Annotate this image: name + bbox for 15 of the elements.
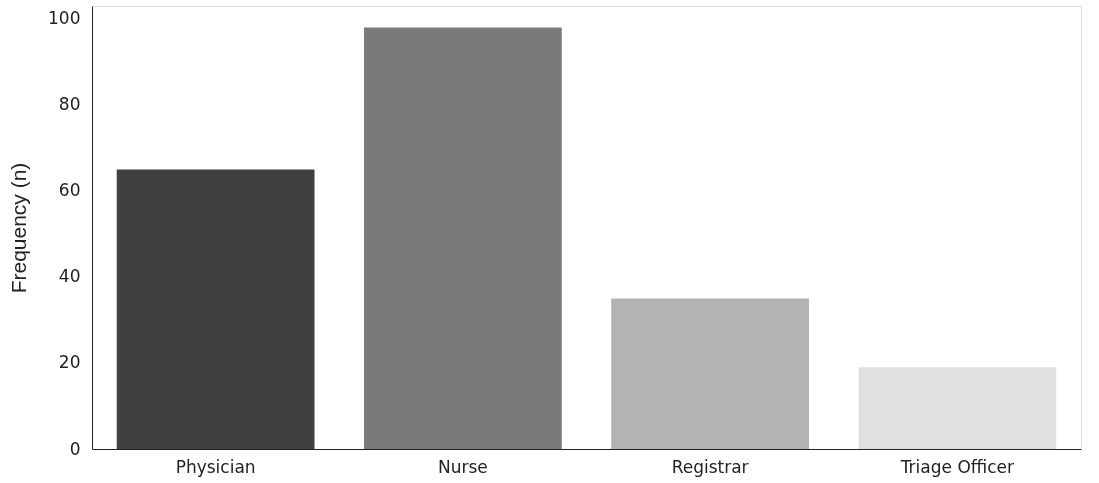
y-tick-label: 100 [48, 8, 81, 29]
x-tick-label: Registrar [671, 456, 749, 477]
y-tick-label: 40 [58, 266, 81, 287]
x-tick-label: Triage Officer [899, 456, 1015, 477]
bar [116, 169, 315, 449]
bar [858, 367, 1057, 449]
y-axis-title: Frequency (n) [7, 162, 31, 294]
x-tick-label: Physician [175, 456, 256, 477]
bar [611, 298, 810, 449]
y-tick-label: 80 [58, 94, 81, 115]
bar [363, 27, 562, 449]
y-tick-label: 0 [69, 438, 81, 459]
y-tick-label: 60 [58, 180, 81, 201]
y-tick-label: 20 [58, 352, 81, 373]
x-tick-label: Nurse [437, 456, 488, 477]
